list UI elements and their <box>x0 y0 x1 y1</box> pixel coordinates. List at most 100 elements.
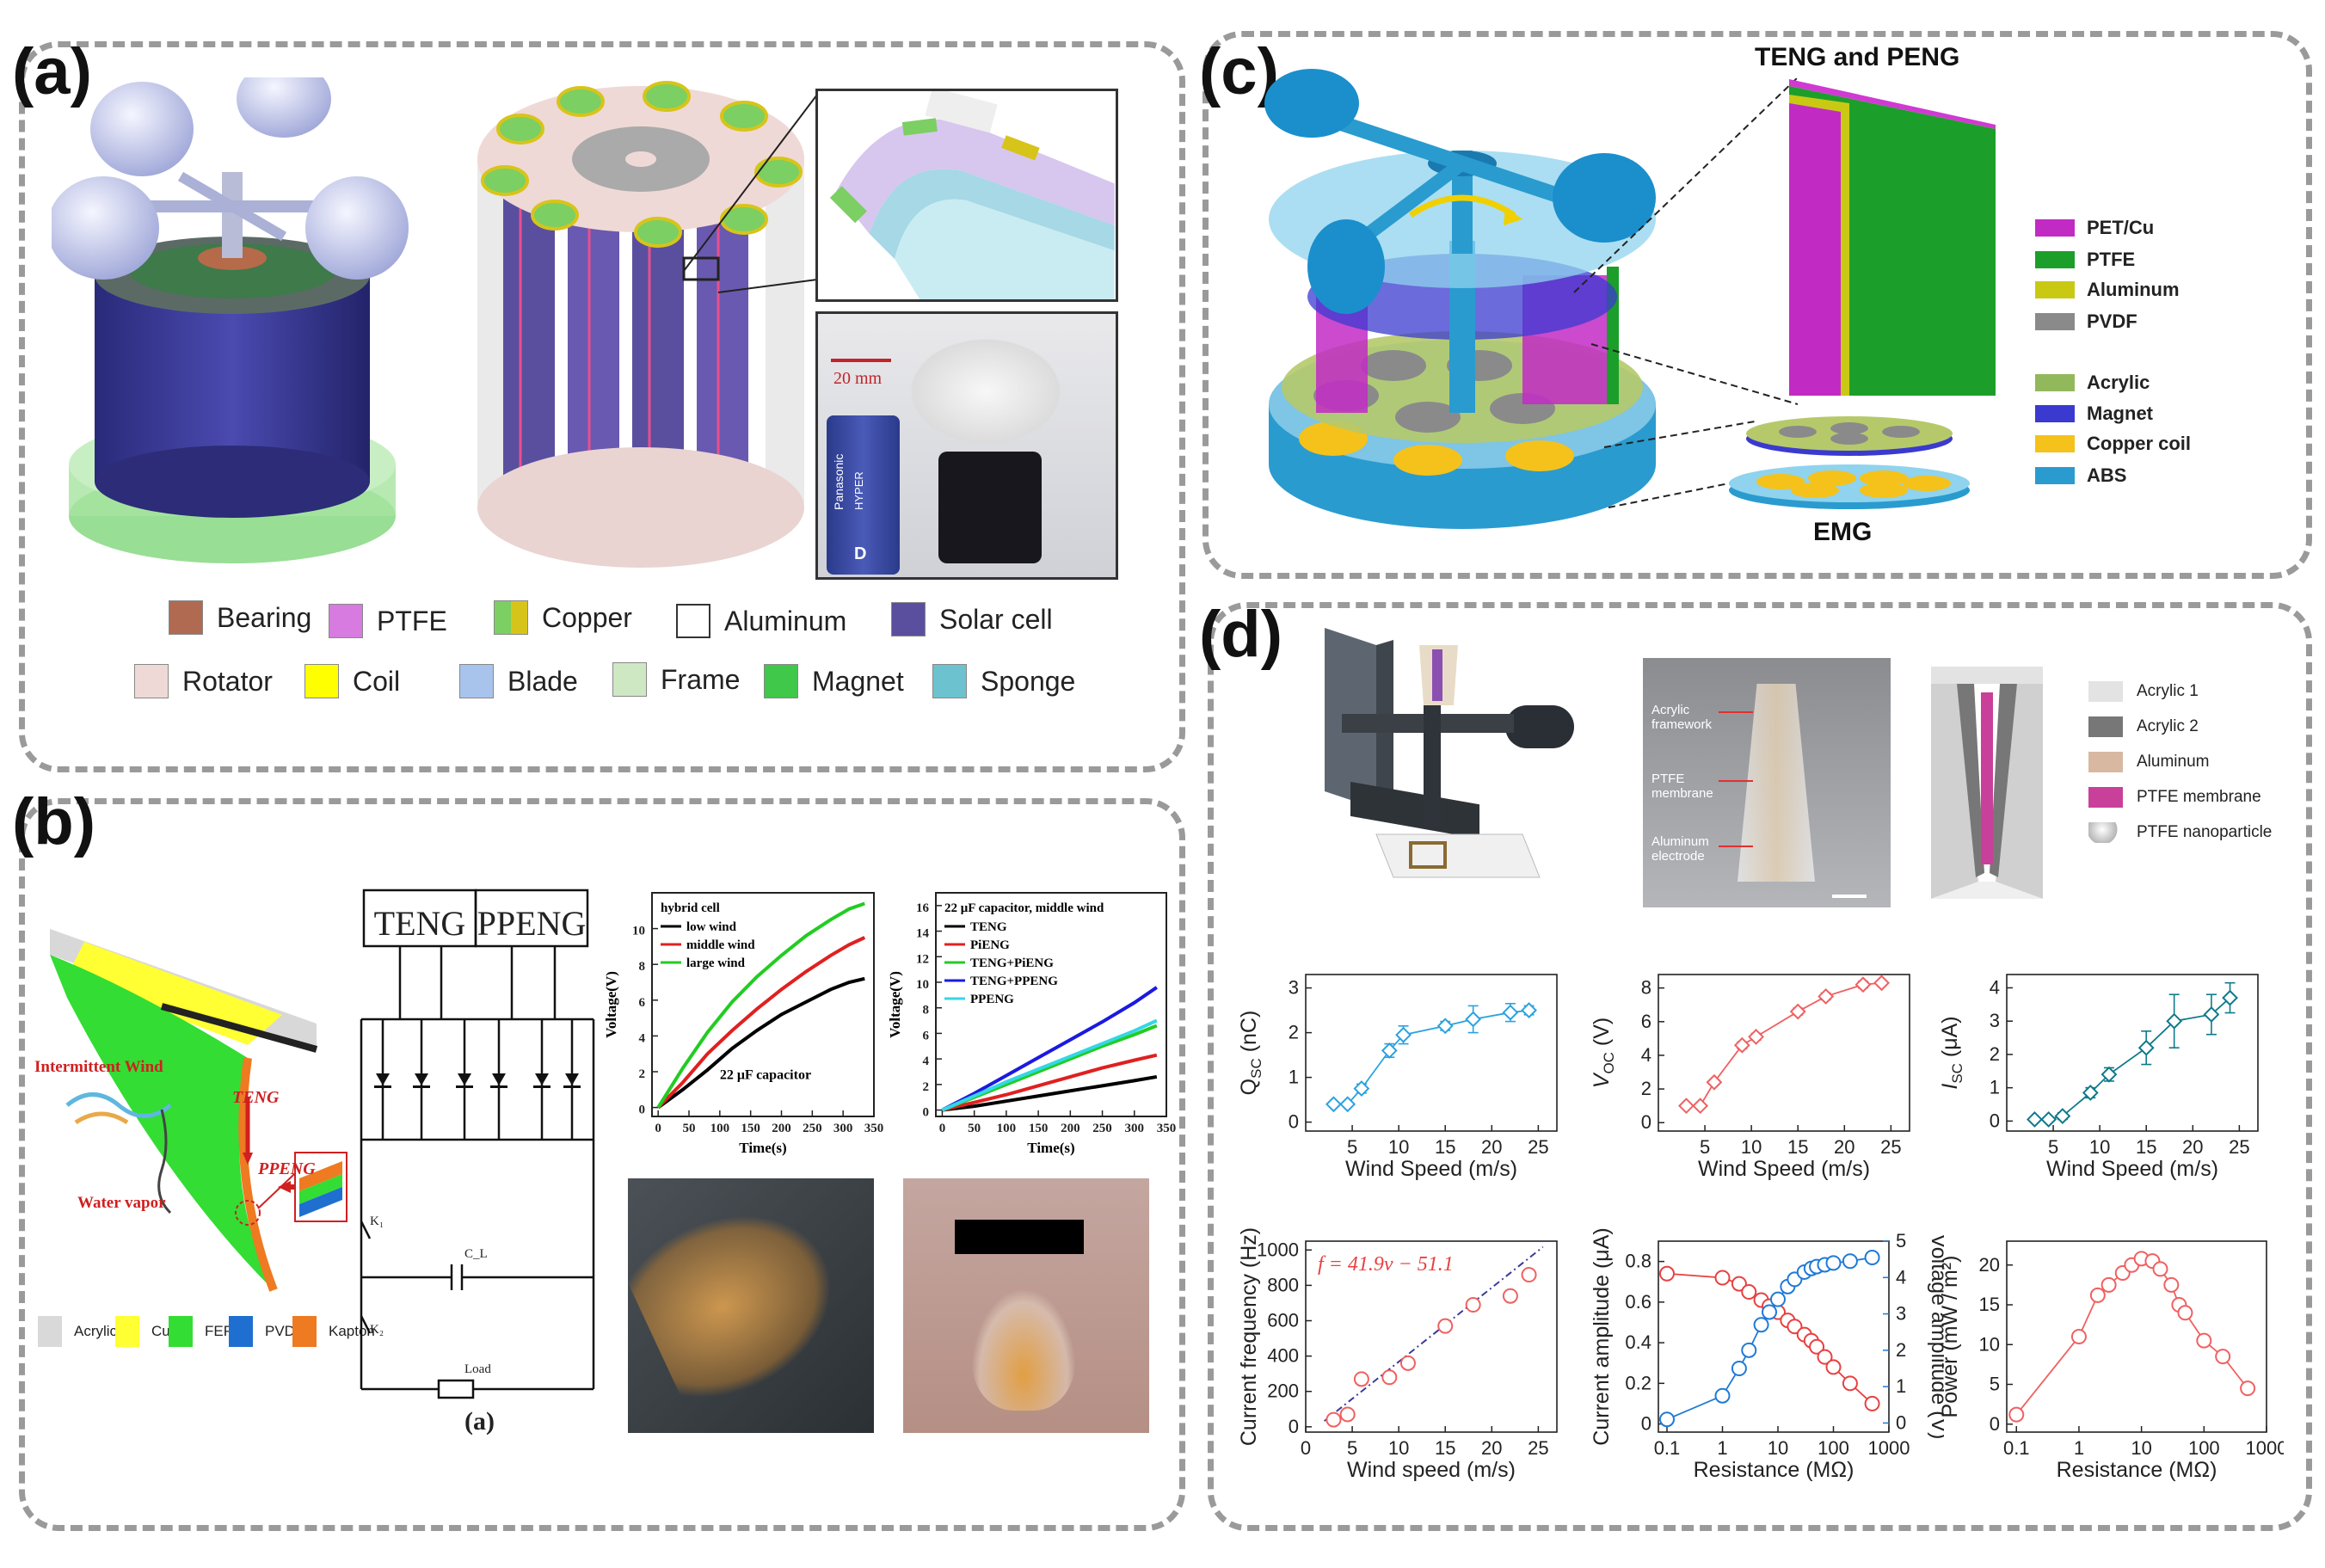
hybrid-generator-render <box>1264 69 1656 529</box>
rotator-swatch <box>134 664 169 698</box>
x-tick-label: 250 <box>1092 1122 1112 1135</box>
data-point <box>2196 1332 2212 1349</box>
data-point <box>2166 1012 2183 1030</box>
data-point <box>1678 1098 1695 1115</box>
x-tick-label: 1000 <box>1868 1437 1910 1459</box>
data-point <box>1842 1253 1858 1270</box>
x-tick-label: 1 <box>1717 1437 1727 1459</box>
data-point <box>1753 1317 1769 1333</box>
legend-entry: TENG <box>970 920 1007 934</box>
ptfe-swatch <box>329 604 363 638</box>
plot-frame <box>2006 1240 2267 1433</box>
panel-b-frame <box>19 798 1185 1531</box>
y-axis-label: Voltage(V) <box>603 971 619 1038</box>
circuit-teng-box: TENG <box>373 904 466 943</box>
circuit-k1: K₁ <box>370 1214 384 1228</box>
data-point <box>1817 1349 1833 1365</box>
legend-title: 22 μF capacitor, middle wind <box>944 901 1104 915</box>
plot-frame <box>1305 1240 1558 1433</box>
x-tick-label: 20 <box>1834 1136 1854 1158</box>
y-tick-label: 0 <box>1641 1413 1651 1435</box>
rotor-cylinder-render <box>477 81 804 568</box>
legend-entry: PPENG <box>970 993 1014 1006</box>
data-point <box>1731 1361 1747 1376</box>
panel-a-label: (a) <box>12 35 92 108</box>
data-point <box>2027 1111 2043 1128</box>
y-axis-label: Voltage(V) <box>887 971 903 1038</box>
y-tick-label: 0.8 <box>1625 1251 1651 1272</box>
sponge-swatch <box>932 664 967 698</box>
chart-b2: 0 50 100 150 200 250 300 350 0 2 4 6 8 10 12 14 16 Time(s… <box>887 892 1176 1156</box>
device-photo: Acrylic framework PTFE membrane Aluminum… <box>1643 658 1891 907</box>
y-tick-label: 0 <box>1990 1110 2000 1131</box>
framework-label: Acrylic framework <box>1651 703 1713 732</box>
y-tick-label: 3 <box>1289 977 1299 999</box>
data-point <box>1353 1080 1370 1098</box>
y2-tick-label: 1 <box>1896 1375 1906 1397</box>
electrode-label: Aluminum electrode <box>1651 834 1709 864</box>
chart-note: 22 μF capacitor <box>720 1067 811 1082</box>
x-tick-label: 25 <box>1528 1136 1548 1158</box>
scale-bar-d <box>1832 895 1867 898</box>
coil-swatch <box>304 664 339 698</box>
x-tick-label: 0 <box>655 1122 661 1135</box>
data-point <box>1762 1304 1778 1320</box>
y-tick-label: 5 <box>1990 1374 2000 1395</box>
aluminum-swatch <box>676 604 710 638</box>
y-axis-label: Power (mW / m²) <box>1938 1256 1962 1418</box>
plot-frame <box>1305 974 1558 1132</box>
data-point <box>1854 976 1872 993</box>
panel-c-frame <box>1202 31 2312 579</box>
circuit-load: Load <box>464 1362 491 1376</box>
x-axis-label: Wind Speed (m/s) <box>2046 1157 2218 1181</box>
y-tick-label: 1 <box>1289 1067 1299 1088</box>
data-point <box>2082 1085 2099 1101</box>
panel-c-title-top: TENG and PENG <box>1755 43 1960 71</box>
data-point <box>1521 1002 1537 1019</box>
data-point <box>1399 1355 1416 1371</box>
circuit-caption: (a) <box>464 1407 495 1436</box>
y-tick-label: 14 <box>916 927 930 941</box>
zoom-inset-render <box>815 89 1118 302</box>
series-line-2 <box>656 901 865 1109</box>
y-tick-label: 8 <box>923 1004 930 1018</box>
x-axis-label: Wind Speed (m/s) <box>1345 1157 1517 1181</box>
data-point <box>1353 1371 1369 1387</box>
x-tick-label: 20 <box>1481 1136 1502 1158</box>
data-point <box>1437 1318 1454 1334</box>
legend-entry: PiENG <box>970 938 1010 952</box>
y2-tick-label: 5 <box>1896 1230 1906 1251</box>
y-tick-label: 4 <box>1990 976 2000 998</box>
x-tick-label: 150 <box>1029 1122 1049 1135</box>
scale-bar <box>831 359 891 362</box>
data-point <box>1502 1288 1518 1304</box>
data-point <box>1842 1375 1858 1392</box>
x-tick-label: 250 <box>803 1122 822 1135</box>
membrane-label: PTFE membrane <box>1651 772 1713 801</box>
series-line-1 <box>1666 1257 1873 1421</box>
chart-d-amplitude: 0.1 1 10 100 1000 0 0.2 0.4 0.6 0.8 0 1 2 3 4 5 Resistan… <box>1590 1227 1944 1482</box>
plot-frame <box>2006 974 2259 1132</box>
legend-entry: large wind <box>686 956 746 970</box>
fit-line <box>1324 1245 1544 1422</box>
magnet-swatch <box>764 664 798 698</box>
data-point <box>1325 1096 1342 1113</box>
y-tick-label: 0.6 <box>1625 1291 1651 1313</box>
data-point <box>1741 1342 1757 1358</box>
x-tick-label: 20 <box>1481 1437 1502 1459</box>
data-point <box>1395 1026 1412 1043</box>
data-point <box>1658 1411 1675 1428</box>
y-tick-label: 8 <box>639 960 646 974</box>
x-tick-label: 1 <box>2074 1437 2084 1459</box>
panel-b-label: (b) <box>12 785 96 858</box>
x-axis-label: Resistance (MΩ) <box>2057 1458 2217 1482</box>
data-point <box>1741 1284 1757 1301</box>
data-point <box>1436 1018 1454 1035</box>
data-point <box>1825 1359 1842 1375</box>
panel-c-zoom-lines <box>1573 77 1799 508</box>
plot-frame <box>651 892 875 1117</box>
data-point <box>2137 1039 2155 1056</box>
wind-harvester-render <box>52 77 409 563</box>
x-tick-label: 10 <box>1768 1437 1788 1459</box>
y-tick-label: 1000 <box>1257 1239 1299 1260</box>
